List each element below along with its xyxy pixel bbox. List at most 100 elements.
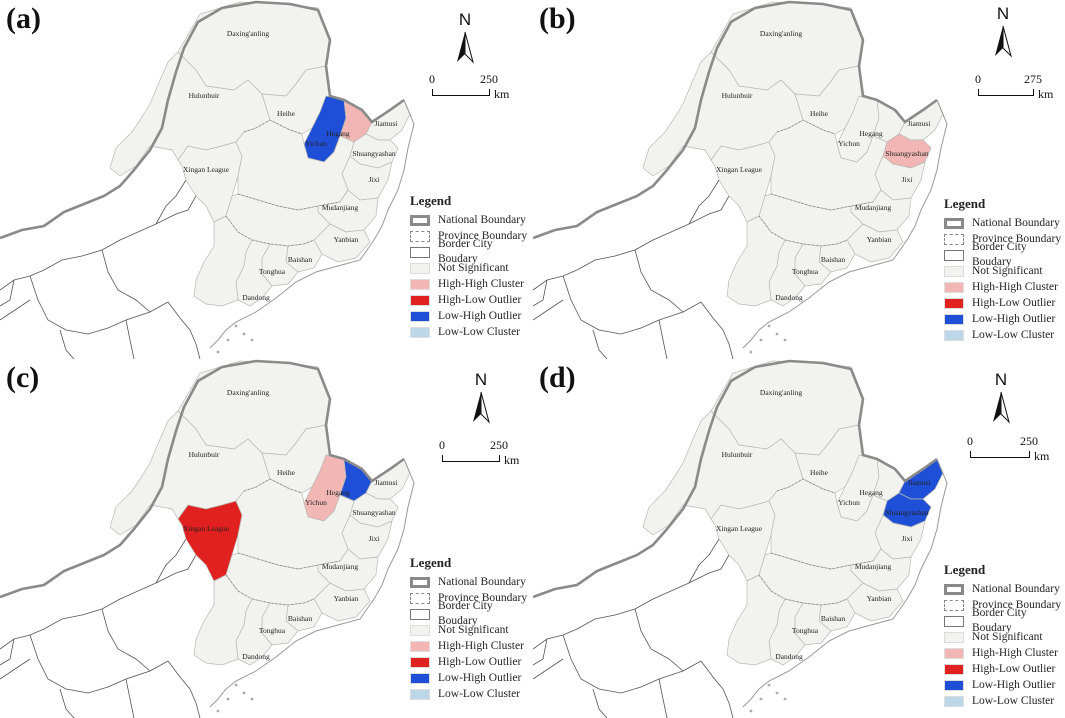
island-mark <box>216 350 220 354</box>
legend-label: National Boundary <box>972 582 1060 595</box>
neighbour-boundary <box>101 249 151 313</box>
island-mark <box>234 683 238 687</box>
legend-item-low_low: Low-Low Cluster <box>410 324 532 340</box>
legend-label: Low-High Outlier <box>438 309 522 322</box>
legend-swatch <box>944 249 964 261</box>
city-label-yanbian: Yanbian <box>334 235 359 244</box>
legend-swatch <box>944 281 964 293</box>
legend-item-high_low: High-Low Outlier <box>944 295 1065 311</box>
island-mark <box>783 338 787 342</box>
province-boundary <box>237 552 341 570</box>
legend-swatch <box>944 615 964 627</box>
legend-item-low_high: Low-High Outlier <box>410 308 532 324</box>
region-liaoning_rest <box>193 574 253 666</box>
city-label-yichun: Yichun <box>305 498 327 507</box>
city-label-jixi: Jixi <box>369 534 380 543</box>
neighbour-boundary <box>688 538 720 584</box>
legend-swatch <box>944 217 964 229</box>
scale-max: 250 <box>490 438 508 452</box>
national-boundary <box>0 0 405 240</box>
scale-bar: 0 275 km <box>975 72 1064 101</box>
island-mark <box>759 697 763 701</box>
legend-item-national: National Boundary <box>944 215 1065 231</box>
island-mark <box>759 338 763 342</box>
island-mark <box>242 332 246 336</box>
city-label-yichun: Yichun <box>305 139 327 148</box>
legend-label: Low-Low Cluster <box>438 325 521 338</box>
panel-a: (a) Daxing'anling Hulunbuir Heihe Yichun Hega… <box>0 0 532 359</box>
island-mark <box>767 683 771 687</box>
legend-label: Border City Boudary <box>972 607 1027 634</box>
north-label: N <box>458 10 472 29</box>
coast-line <box>209 99 415 349</box>
legend-swatch <box>410 262 430 274</box>
legend-title: Legend <box>944 196 986 211</box>
city-label-jiamusi: Jiamusi <box>908 119 931 128</box>
legend-item-border_city: Border City Boudary <box>410 238 532 265</box>
province-boundary <box>225 215 315 247</box>
island-mark <box>216 709 220 713</box>
scale-zero: 0 <box>967 434 973 448</box>
scale-max: 250 <box>480 72 498 86</box>
island-mark <box>749 709 753 713</box>
city-label-daxinganling: Daxing'anling <box>227 29 269 38</box>
legend-swatch <box>410 294 430 306</box>
neighbour-boundary <box>533 658 564 680</box>
neighbour-boundary <box>688 179 720 225</box>
scale-unit: km <box>504 453 520 467</box>
neighbour-boundary <box>533 299 564 321</box>
legend-label: Not Significant <box>438 261 509 274</box>
region-liaoning_rest <box>726 215 786 307</box>
legend-label: Border City Boudary <box>438 600 493 627</box>
province-boundary <box>243 478 303 494</box>
city-label-hulunbuir: Hulunbuir <box>189 450 220 459</box>
panel-d: (d) Daxing'anling Hulunbuir Heihe Yichun Hega… <box>533 359 1065 718</box>
neighbour-boundary <box>592 688 608 718</box>
north-arrow-icon: N <box>986 370 1016 426</box>
legend-label: National Boundary <box>438 575 526 588</box>
national-boundary <box>0 359 405 599</box>
province-boundary <box>770 193 874 211</box>
city-label-heihe: Heihe <box>810 109 829 118</box>
city-label-jixi: Jixi <box>369 175 380 184</box>
neighbour-boundary <box>0 299 31 321</box>
island-mark <box>767 324 771 328</box>
legend-label: Low-High Outlier <box>972 678 1056 691</box>
city-label-xingan: Xingan League <box>716 524 763 533</box>
legend-label: High-High Cluster <box>972 646 1058 659</box>
legend-label: Low-High Outlier <box>438 671 522 684</box>
city-label-jixi: Jixi <box>902 534 913 543</box>
neighbour-boundary <box>562 634 702 694</box>
island-mark <box>775 332 779 336</box>
legend-item-low_high: Low-High Outlier <box>944 677 1065 693</box>
legend-label: Low-Low Cluster <box>438 687 521 700</box>
legend-title: Legend <box>944 562 986 577</box>
north-label: N <box>994 370 1008 389</box>
legend-swatch <box>944 695 964 707</box>
scale-unit: km <box>494 87 510 101</box>
city-label-xingan: Xingan League <box>716 165 763 174</box>
scale-max: 250 <box>1020 434 1038 448</box>
city-label-shuangyashan: Shuangyashan <box>885 508 929 517</box>
scale-unit: km <box>1034 449 1050 463</box>
legend-label: Province Boundary <box>972 232 1062 245</box>
legend-item-low_low: Low-Low Cluster <box>944 693 1065 709</box>
neighbour-boundary <box>700 660 734 718</box>
legend-item-province: Province Boundary <box>944 231 1065 247</box>
legend-label: High-High Cluster <box>438 277 524 290</box>
city-label-jixi: Jixi <box>902 175 913 184</box>
north-arrow-icon: N <box>450 10 480 66</box>
legend-item-low_low: Low-Low Cluster <box>410 686 532 702</box>
scale-line <box>442 455 500 462</box>
neighbour-boundary <box>0 213 177 291</box>
province-boundary <box>243 119 303 135</box>
city-label-dandong: Dandong <box>775 293 803 302</box>
neighbour-boundary <box>533 572 710 650</box>
legend-label: Low-Low Cluster <box>972 694 1055 707</box>
city-label-hegang: Hegang <box>326 129 350 138</box>
city-label-hulunbuir: Hulunbuir <box>189 91 220 100</box>
legend-swatch <box>410 672 430 684</box>
neighbour-boundary <box>175 554 197 574</box>
